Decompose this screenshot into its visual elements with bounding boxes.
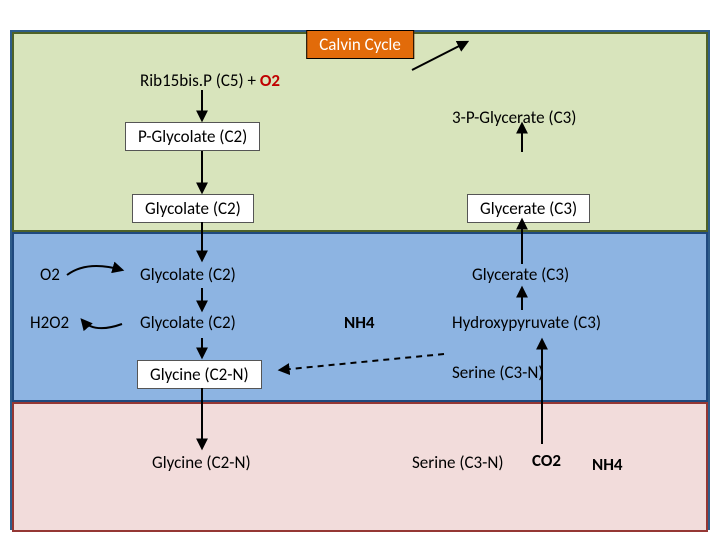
zone-chloroplast: [12, 32, 708, 232]
three-p-glycerate-label: 3-P-Glycerate (C3): [452, 107, 576, 128]
rib15-label: Rib15bis.P (C5) + O2: [140, 70, 280, 91]
co2-label: CO2: [532, 450, 561, 471]
calvin-cycle-title: Calvin Cycle: [306, 30, 414, 59]
o2-highlight: O2: [260, 70, 280, 91]
p-glycolate-label: P-Glycolate (C2): [125, 122, 260, 151]
serine-bot-label: Serine (C3-N): [412, 452, 504, 473]
serine-mid-label: Serine (C3-N): [452, 362, 544, 383]
glycerate-c3-top: Glycerate (C3): [467, 194, 590, 223]
glycine-mid-label: Glycine (C2-N): [137, 360, 262, 389]
glycolate-c2-top: Glycolate (C2): [132, 194, 254, 223]
h2o2-side-label: H2O2: [30, 312, 69, 333]
diagram-frame: Calvin Cycle Rib15bis.P (C5) + O2 P-Glyc…: [10, 30, 710, 530]
nh4-mid-label: NH4: [344, 312, 375, 333]
glycolate-c2-mid2: Glycolate (C2): [140, 312, 236, 333]
glycine-bot-label: Glycine (C2-N): [152, 452, 251, 473]
hydroxypyruvate-label: Hydroxypyruvate (C3): [452, 312, 601, 333]
glycolate-c2-mid1: Glycolate (C2): [140, 264, 236, 285]
o2-side-label: O2: [40, 264, 60, 285]
nh4-bot-label: NH4: [592, 454, 623, 475]
glycerate-c3-mid: Glycerate (C3): [472, 264, 569, 285]
